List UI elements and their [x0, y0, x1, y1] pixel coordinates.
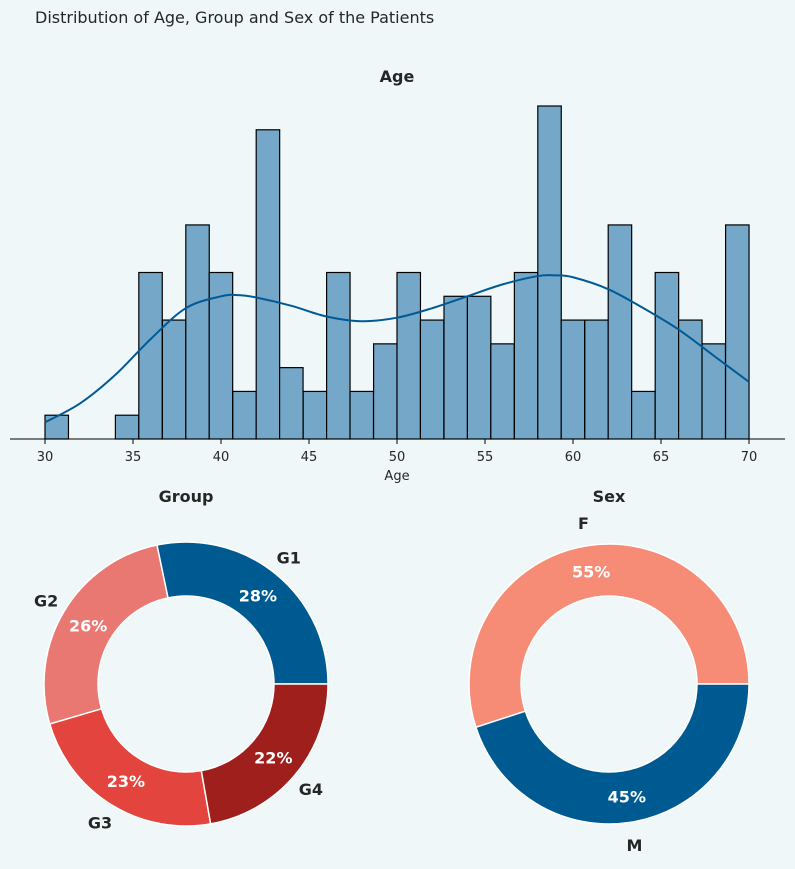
donut-slice	[156, 541, 329, 685]
group-donut-title: Group	[159, 487, 214, 506]
slice-percent-label: 26%	[69, 616, 107, 635]
slice-label: G1	[277, 548, 301, 567]
histogram-bar	[560, 319, 586, 440]
slice-percent-label: 55%	[572, 562, 610, 581]
histogram-bar	[372, 343, 398, 440]
age-kde-line	[44, 274, 750, 424]
slice-percent-label: 45%	[608, 788, 646, 807]
histogram-bar	[161, 319, 187, 440]
slice-percent-label: 22%	[254, 748, 292, 767]
figure-title: Distribution of Age, Group and Sex of th…	[35, 8, 435, 27]
histogram-bar	[654, 271, 680, 440]
sex-donut-title: Sex	[593, 487, 626, 506]
histogram-bar	[607, 224, 633, 440]
histogram-bar	[466, 295, 492, 440]
histogram-bar	[396, 271, 422, 440]
x-tick-label: 60	[565, 450, 582, 465]
histogram-bar	[537, 105, 562, 440]
sex-donut: Sex F 55% M 45%	[468, 487, 750, 855]
histogram-bar	[724, 224, 750, 440]
histogram-bar	[279, 367, 304, 440]
x-tick-label: 45	[301, 450, 318, 465]
group-donut: Group G1 28% G2 26% G3 23% G4 22%	[34, 487, 329, 833]
histogram-bar	[490, 343, 515, 440]
histogram-bar	[302, 390, 328, 440]
slice-percent-label: 23%	[107, 772, 145, 791]
slice-label: G2	[34, 591, 58, 610]
slice-label: G3	[88, 814, 112, 833]
histogram-bar	[185, 224, 210, 440]
histogram-bar	[701, 343, 727, 440]
histogram-bar	[513, 271, 539, 440]
histogram-bar	[114, 414, 140, 440]
x-tick-label: 35	[125, 450, 142, 465]
histogram-bar	[326, 271, 351, 440]
histogram-bar	[44, 414, 70, 440]
histogram-bar	[419, 319, 445, 440]
histogram-bar	[631, 390, 656, 440]
histogram-bar	[255, 129, 281, 440]
x-tick-label: 50	[389, 450, 406, 465]
histogram-bar	[443, 295, 469, 440]
age-x-axis-label: Age	[384, 469, 409, 484]
donut-slice	[200, 683, 329, 825]
age-histogram-bars	[44, 105, 750, 440]
histogram-bar	[584, 319, 609, 440]
donut-slice	[468, 543, 750, 729]
donut-slice	[43, 544, 169, 725]
age-histogram: Age 30 35 40 45 50 55 60 65 70 Age	[10, 67, 785, 484]
slice-label: F	[578, 514, 589, 533]
x-tick-label: 30	[37, 450, 54, 465]
histogram-bar	[232, 390, 257, 440]
slice-percent-label: 28%	[239, 587, 277, 606]
donut-slice	[474, 683, 750, 825]
histogram-bar	[349, 390, 375, 440]
age-histogram-title: Age	[380, 67, 415, 86]
x-tick-label: 40	[213, 450, 230, 465]
x-tick-label: 65	[653, 450, 670, 465]
x-tick-label: 70	[741, 450, 758, 465]
slice-label: G4	[299, 780, 323, 799]
x-tick-label: 55	[477, 450, 494, 465]
histogram-bar	[138, 271, 163, 440]
age-x-ticks: 30 35 40 45 50 55 60 65 70	[37, 439, 758, 465]
donut-slice	[48, 707, 212, 827]
slice-label: M	[627, 836, 643, 855]
